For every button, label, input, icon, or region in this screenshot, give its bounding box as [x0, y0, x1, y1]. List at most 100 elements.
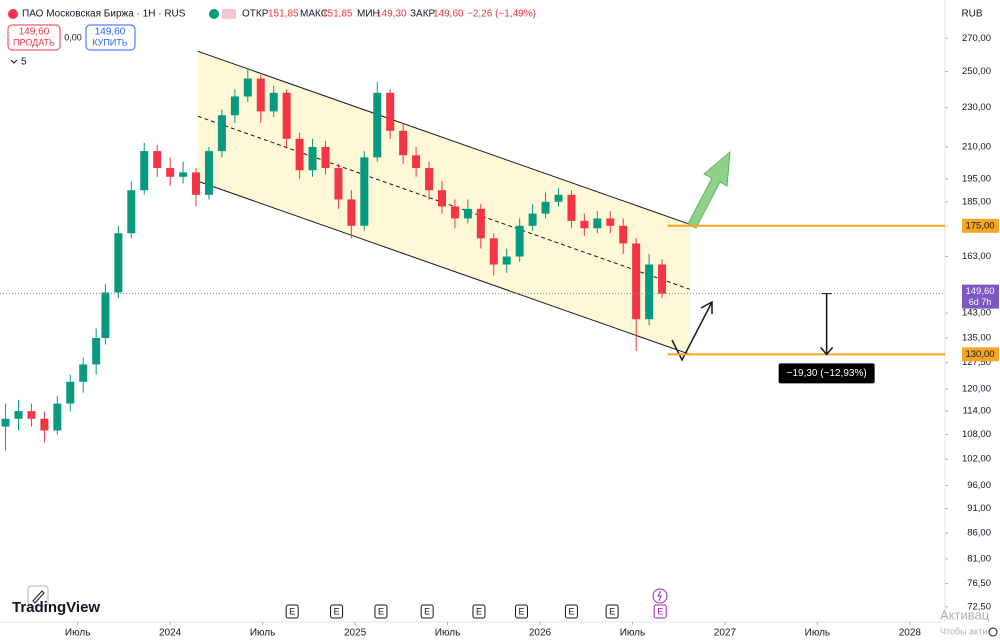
candle-body — [27, 411, 36, 419]
measure-arrow — [820, 346, 834, 356]
candle-body — [243, 78, 252, 97]
candle-body — [153, 151, 162, 169]
candle-body — [645, 264, 654, 320]
event-label: E — [568, 606, 574, 616]
candle-body — [515, 225, 524, 257]
settings[interactable] — [988, 627, 998, 637]
event-marker[interactable] — [605, 604, 619, 619]
ohlc-value: 149,30 — [376, 9, 407, 20]
candle-body — [347, 199, 356, 226]
candle-body — [489, 238, 498, 265]
event-marker[interactable] — [285, 604, 299, 619]
currency[interactable]: RUB — [961, 9, 982, 20]
sell-price[interactable]: 149,60 — [19, 27, 50, 38]
x-tick-label: Июль — [435, 628, 461, 639]
buy-label[interactable]: КУПИТЬ — [92, 37, 127, 47]
candle-body — [541, 201, 550, 214]
up-arrow — [687, 150, 731, 229]
candle-body — [1, 418, 10, 427]
y-tick-label: 185,00 — [962, 196, 991, 207]
candle-body — [127, 190, 136, 234]
logo[interactable]: TradingView — [12, 599, 100, 616]
sell-button[interactable] — [7, 24, 61, 51]
ohlc-value: 149,60 — [433, 9, 464, 20]
y-tick-label: 102,00 — [962, 454, 991, 465]
x-tick-label: 2028 — [899, 628, 922, 639]
y-tick-label: 81,00 — [967, 553, 991, 564]
candle-body — [412, 155, 421, 169]
x-tick-label: Июль — [620, 628, 646, 639]
candle-body — [101, 292, 110, 339]
candle-body — [179, 172, 188, 177]
sell-label[interactable]: ПРОДАТЬ — [13, 37, 55, 47]
candle-body — [567, 194, 576, 221]
candle-body — [321, 146, 330, 169]
change: −2,26 (−1,49%) — [467, 9, 536, 20]
y-tick-label: 91,00 — [967, 503, 991, 514]
candle-body — [554, 194, 563, 202]
event-label: E — [378, 606, 384, 616]
event-marker[interactable] — [515, 604, 529, 619]
y-tick-label: 210,00 — [962, 141, 991, 152]
symbol-icon[interactable] — [8, 9, 18, 19]
candle-body — [140, 151, 149, 191]
level-badge — [962, 347, 999, 362]
y-tick-label: 86,00 — [967, 528, 991, 539]
indicators-toggle[interactable] — [10, 59, 18, 64]
event-marker[interactable] — [420, 604, 434, 619]
event-marker[interactable] — [653, 604, 667, 619]
candle-body — [217, 115, 226, 152]
buy-button[interactable] — [85, 24, 136, 51]
level-badge — [962, 218, 999, 233]
candle-body — [476, 208, 485, 239]
level-label: 130,00 — [965, 349, 994, 360]
symbol-title[interactable]: ПАО Московская Биржа · 1H · RUS — [22, 9, 186, 20]
event-label: E — [657, 606, 663, 616]
countdown: 6d 7h — [969, 297, 992, 307]
event-label: E — [476, 606, 482, 616]
candle-body — [230, 96, 239, 116]
candle-body — [269, 92, 278, 112]
x-tick-label: 2025 — [344, 628, 367, 639]
candle-body — [192, 172, 201, 195]
candle-body — [528, 213, 537, 226]
candle-body — [463, 208, 472, 219]
ohlc-value: 151,85 — [268, 9, 299, 20]
candle-body — [295, 138, 304, 171]
x-tick-label: 2027 — [714, 628, 737, 639]
candle-body — [437, 190, 446, 207]
buy-price[interactable]: 149,60 — [95, 27, 126, 38]
measure-label: −19,30 (−12,93%) — [787, 368, 867, 379]
event-marker[interactable] — [472, 604, 486, 619]
y-tick-label: 135,00 — [962, 333, 991, 344]
y-tick-label: 76,50 — [967, 578, 991, 589]
candle-body — [282, 92, 291, 139]
y-tick-label: 143,00 — [962, 308, 991, 319]
candle-body — [425, 168, 434, 191]
y-tick-label: 250,00 — [962, 66, 991, 77]
x-tick-label: 2024 — [159, 628, 182, 639]
y-tick-label: 96,00 — [967, 480, 991, 491]
candle-body — [606, 218, 615, 226]
event-marker[interactable] — [374, 604, 388, 619]
candle-body — [14, 411, 23, 419]
candle-body — [308, 146, 317, 171]
candle-body — [632, 243, 641, 320]
event-marker[interactable] — [330, 604, 344, 619]
ohlc-label: МАКС — [300, 9, 328, 20]
candle-body — [580, 220, 589, 229]
candle-body — [114, 233, 123, 293]
y-tick-label: 195,00 — [962, 174, 991, 185]
y-tick-label: 230,00 — [962, 102, 991, 113]
measure-box — [778, 363, 875, 384]
event-label: E — [424, 606, 430, 616]
candle-body — [256, 78, 265, 112]
event-label: E — [289, 606, 295, 616]
last-price-badge — [962, 284, 999, 309]
event-marker[interactable] — [564, 604, 578, 619]
y-tick-label: 270,00 — [962, 33, 991, 44]
indicators-count[interactable]: 5 — [21, 57, 27, 68]
channel-upper — [197, 50, 690, 225]
x-tick-label: Июль — [250, 628, 276, 639]
